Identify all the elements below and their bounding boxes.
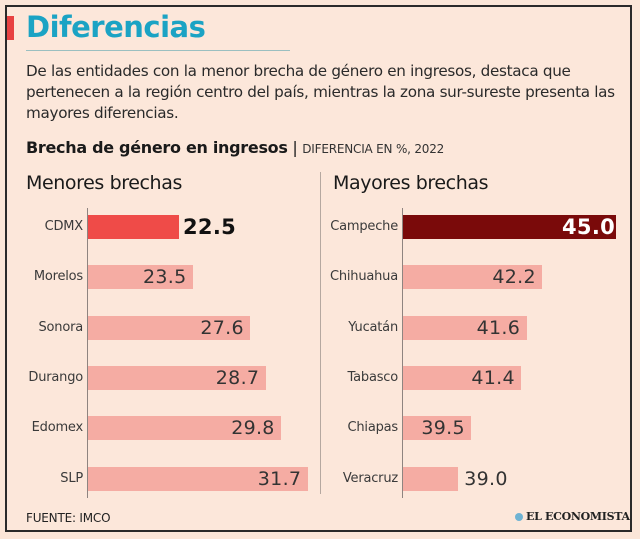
category-label: Morelos [33, 269, 83, 285]
panel-title-mayores: Mayores brechas [333, 172, 489, 194]
data-label: 23.5 [143, 266, 187, 289]
bar-cdmx [88, 215, 179, 239]
axis-line-mayores [402, 208, 403, 498]
category-label: Yucatán [348, 319, 398, 335]
category-label: Durango [28, 369, 83, 385]
bar-campeche [403, 215, 617, 239]
data-label: 22.5 [183, 215, 237, 239]
data-label: 39.5 [421, 417, 465, 440]
bar-sonora [88, 315, 251, 340]
category-label: Chihuahua [329, 269, 398, 285]
category-label: SLP [60, 470, 83, 486]
bar-durango [88, 365, 266, 390]
axis-line-menores [87, 208, 88, 498]
bar-slp [88, 466, 308, 491]
brand-globe-icon [515, 512, 523, 521]
bar-chiapas [403, 416, 472, 441]
page-title: Diferencias [26, 10, 206, 44]
intro-text: De las entidades con la menor brecha de … [26, 62, 615, 122]
category-label: Tabasco [347, 369, 399, 385]
data-label: 28.7 [215, 366, 260, 389]
bar-edomex [88, 416, 282, 441]
title-divider [26, 50, 290, 51]
category-label: Veracruz [342, 470, 398, 486]
category-label: Chiapas [347, 420, 399, 436]
category-label: Edomex [31, 420, 84, 436]
data-label: 31.7 [257, 467, 302, 490]
chart-subtitle: DIFERENCIA EN %, 2022 [302, 142, 445, 156]
chart-title: Brecha de género en ingresos [26, 138, 288, 157]
category-label: Sonora [38, 319, 83, 335]
bar-morelos [88, 265, 193, 290]
bar-veracruz [403, 466, 459, 491]
bar-tabasco [403, 365, 522, 390]
panel-title-menores: Menores brechas [26, 172, 182, 194]
bar-chihuahua [403, 265, 543, 290]
category-label: Campeche [330, 219, 398, 234]
title-accent-bar [7, 16, 14, 40]
heading-separator: | [292, 138, 303, 157]
data-label: 41.6 [476, 316, 521, 339]
source-note: FUENTE: IMCO [26, 511, 111, 525]
panel-divider [320, 172, 321, 494]
data-label: 27.6 [200, 316, 244, 339]
chart-heading: Brecha de género en ingresos | DIFERENCI… [26, 138, 444, 157]
data-label: 41.4 [471, 366, 515, 389]
data-label: 42.2 [492, 266, 536, 289]
data-label: 45.0 [562, 215, 616, 239]
data-label: 39.0 [464, 467, 508, 490]
bar-yucatan [403, 315, 527, 340]
data-label: 29.8 [231, 417, 275, 440]
brand-name: EL ECONOMISTA [526, 510, 630, 523]
brand-logo: EL ECONOMISTA [515, 510, 630, 523]
category-label: CDMX [44, 219, 84, 234]
